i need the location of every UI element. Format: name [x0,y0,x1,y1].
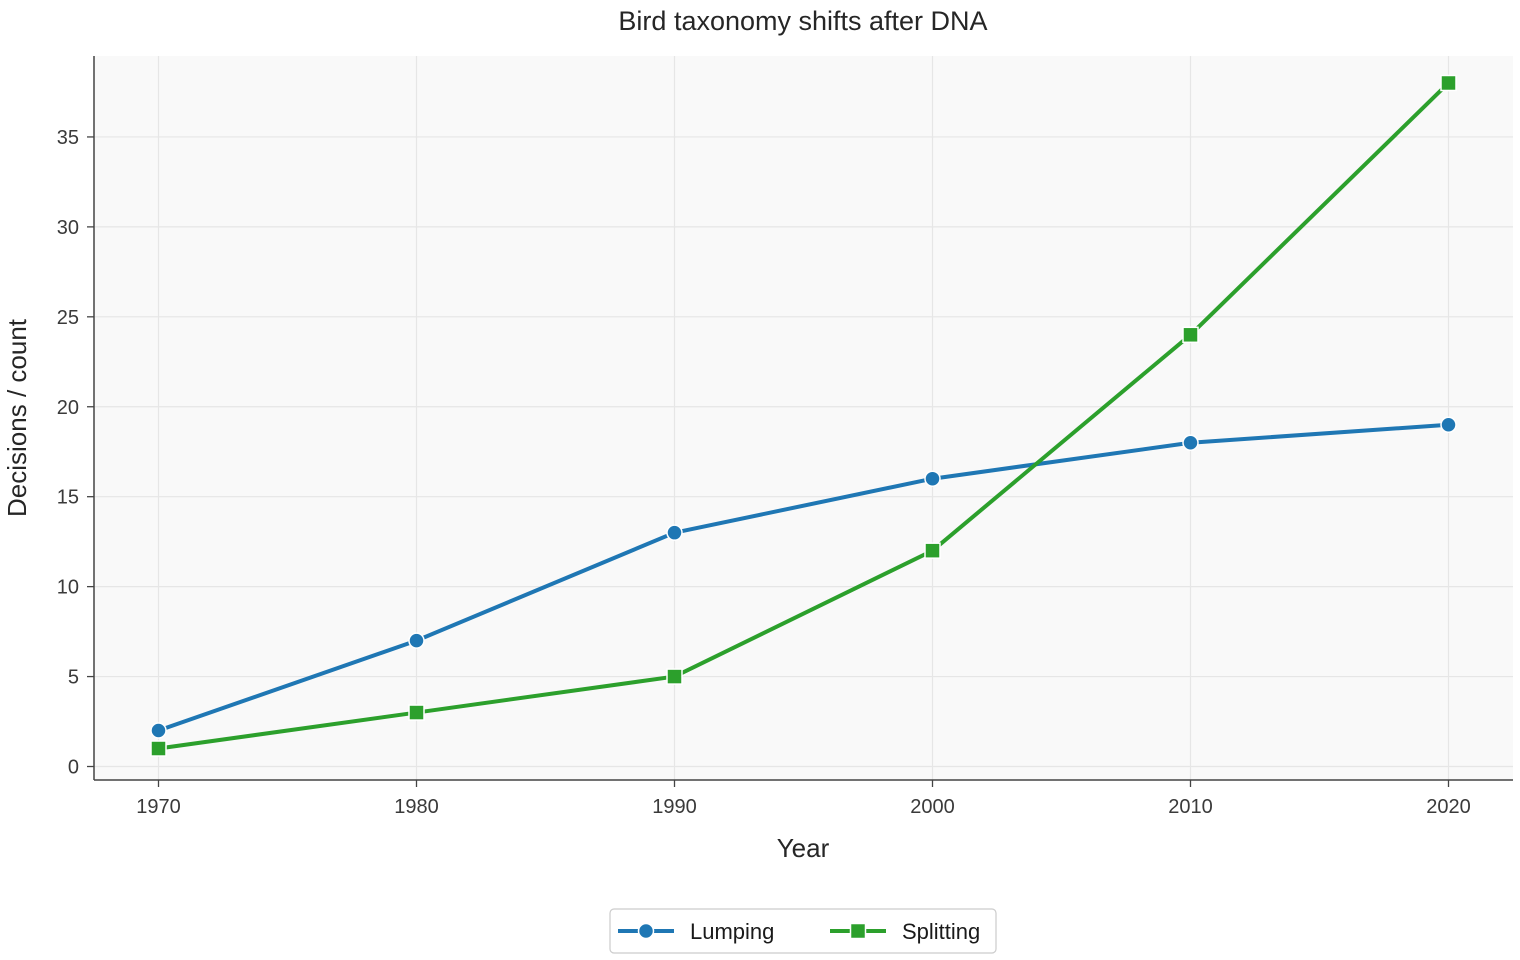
x-tick-label: 1970 [136,796,181,818]
y-axis-label: Decisions / count [2,318,32,517]
data-point-splitting [150,740,167,757]
x-tick-label: 1990 [652,796,697,818]
x-tick-label: 1980 [394,796,439,818]
data-point-splitting [1182,326,1199,344]
series-line-lumping [157,422,1449,733]
x-tick-label: 2020 [1426,796,1471,818]
legend: Lumping Splitting [609,908,997,954]
legend-marker-splitting [849,922,867,940]
y-tick-label: 35 [57,127,79,149]
y-tick-label: 20 [57,397,79,419]
legend-box [609,908,997,954]
chart-title: Bird taxonomy shifts after DNA [618,6,987,36]
y-tick-label: 15 [57,487,79,509]
data-point-splitting [666,668,683,685]
y-ticks: 0 5 10 15 20 25 30 35 [57,127,94,779]
x-ticks: 1970 1980 1990 2000 2010 2020 [136,780,1471,818]
x-tick-label: 2000 [910,796,955,818]
legend-label-splitting: Splitting [902,919,980,944]
series-layer [150,74,1457,757]
series-line-splitting [158,81,1450,751]
y-tick-label: 0 [68,757,79,779]
data-point-splitting [1440,74,1457,92]
data-point-lumping [1440,416,1457,433]
plot-background [94,56,1513,780]
legend-marker-lumping [637,922,655,940]
axes [93,56,1513,781]
data-point-lumping [150,722,167,739]
y-tick-label: 5 [68,667,79,689]
data-point-lumping [924,470,941,487]
data-point-splitting [408,704,425,721]
data-point-splitting [924,542,941,559]
y-tick-label: 10 [57,577,79,599]
legend-label-lumping: Lumping [690,919,774,944]
x-tick-label: 2010 [1168,796,1213,818]
x-axis-label: Year [777,833,830,863]
data-point-lumping [408,632,425,649]
y-tick-label: 30 [57,217,79,239]
y-tick-label: 25 [57,307,79,329]
data-point-lumping [1182,434,1199,451]
data-point-lumping [666,524,683,541]
